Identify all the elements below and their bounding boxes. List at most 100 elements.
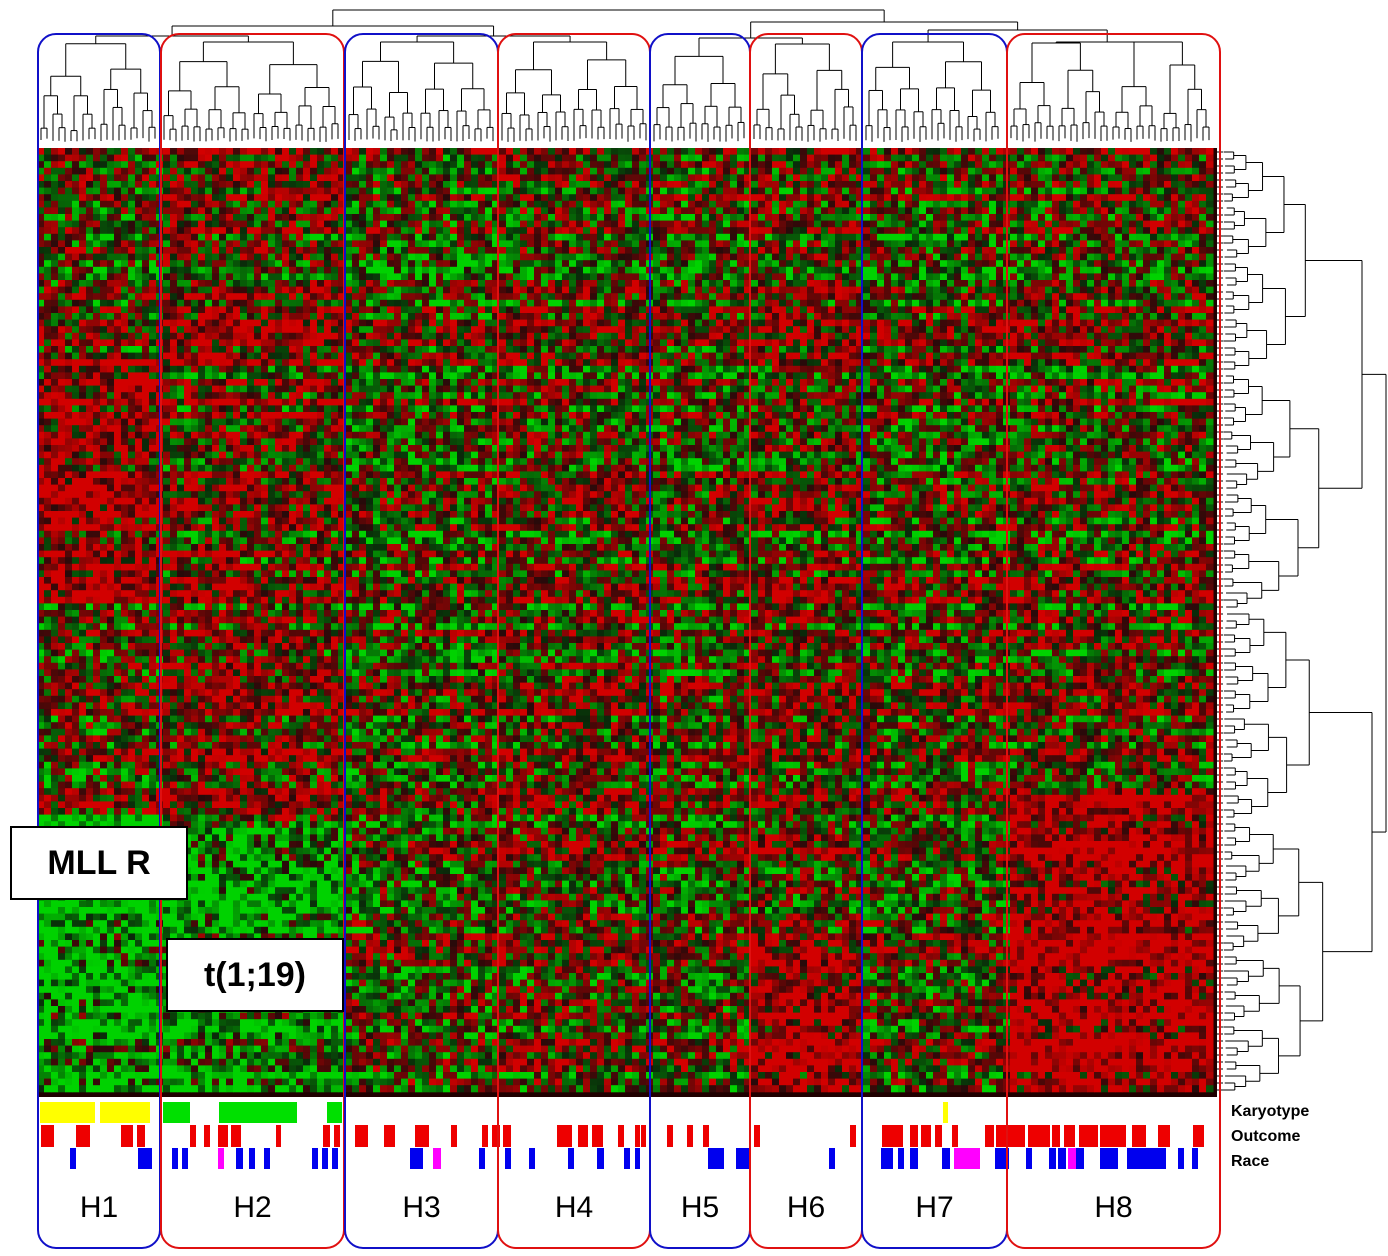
- outcome-segment: [1132, 1125, 1146, 1147]
- cluster-label-h1: H1: [80, 1191, 118, 1224]
- race-segment: [635, 1148, 640, 1169]
- karyotype-segment: [943, 1102, 948, 1123]
- outcome-segment: [218, 1125, 228, 1147]
- outcome-segment: [1158, 1125, 1170, 1147]
- sample-dendrogram: [40, 9, 1210, 142]
- race-segment: [236, 1148, 243, 1169]
- race-segment: [410, 1148, 423, 1169]
- race-segment: [312, 1148, 318, 1169]
- race-segment: [505, 1148, 511, 1169]
- race-segment: [479, 1148, 485, 1169]
- cluster-label-h8: H8: [1094, 1191, 1132, 1224]
- cluster-label-h3: H3: [402, 1191, 440, 1224]
- outcome-segment: [415, 1125, 429, 1147]
- outcome-segment: [204, 1125, 210, 1147]
- outcome-segment: [76, 1125, 90, 1147]
- race-segment: [322, 1148, 328, 1169]
- outcome-segment: [1100, 1125, 1126, 1147]
- outcome-segment: [190, 1125, 196, 1147]
- outcome-segment: [935, 1125, 942, 1147]
- outcome-segment: [276, 1125, 281, 1147]
- karyotype-track-label: Karyotype: [1231, 1103, 1309, 1121]
- race-track-label: Race: [1231, 1153, 1269, 1171]
- cluster-label-h5: H5: [681, 1191, 719, 1224]
- karyotype-segment: [163, 1102, 190, 1123]
- outcome-segment: [557, 1125, 572, 1147]
- outcome-segment: [952, 1125, 958, 1147]
- outcome-segment: [1028, 1125, 1050, 1147]
- cluster-box-h8: [1006, 33, 1221, 1249]
- outcome-segment: [635, 1125, 640, 1147]
- outcome-segment: [492, 1125, 500, 1147]
- race-segment: [138, 1148, 152, 1169]
- race-segment: [597, 1148, 604, 1169]
- mll-r-callout: MLL R: [10, 826, 188, 900]
- outcome-segment: [850, 1125, 856, 1147]
- cluster-label-h6: H6: [787, 1191, 825, 1224]
- outcome-segment: [231, 1125, 241, 1147]
- race-segment: [995, 1148, 1009, 1169]
- race-segment: [264, 1148, 270, 1169]
- cluster-boxes: [37, 33, 1221, 1249]
- outcome-segment: [355, 1125, 368, 1147]
- outcome-segment: [384, 1125, 395, 1147]
- race-segment: [1127, 1148, 1166, 1169]
- cluster-labels: H1 H2 H3 H4 H5 H6 H7 H8: [80, 1191, 1133, 1224]
- cluster-label-h7: H7: [915, 1191, 953, 1224]
- outcome-segment: [985, 1125, 994, 1147]
- outcome-track-label: Outcome: [1231, 1128, 1300, 1146]
- outcome-segment: [482, 1125, 488, 1147]
- karyotype-segment: [100, 1102, 150, 1123]
- race-segment: [249, 1148, 255, 1169]
- outcome-segment: [687, 1125, 693, 1147]
- expression-heatmap: [37, 148, 1217, 1097]
- outcome-segment: [578, 1125, 588, 1147]
- outcome-segment: [910, 1125, 918, 1147]
- outcome-segment: [667, 1125, 673, 1147]
- gene-dendrogram: [1217, 151, 1387, 1091]
- outcome-segment: [503, 1125, 511, 1147]
- outcome-segment: [592, 1125, 603, 1147]
- race-segment: [898, 1148, 904, 1169]
- race-segment: [70, 1148, 76, 1169]
- outcome-segment: [451, 1125, 457, 1147]
- outcome-segment: [334, 1125, 340, 1147]
- race-segment: [1058, 1148, 1066, 1169]
- outcome-segment: [618, 1125, 624, 1147]
- t-1-19-callout: t(1;19): [166, 938, 344, 1012]
- outcome-segment: [1079, 1125, 1098, 1147]
- outcome-segment: [754, 1125, 760, 1147]
- race-segment: [1076, 1148, 1084, 1169]
- race-segment: [1192, 1148, 1198, 1169]
- outcome-segment: [1052, 1125, 1060, 1147]
- cluster-label-h2: H2: [233, 1191, 271, 1224]
- outcome-segment: [323, 1125, 330, 1147]
- race-segment: [881, 1148, 893, 1169]
- race-segment: [332, 1148, 338, 1169]
- race-segment: [829, 1148, 835, 1169]
- race-segment: [218, 1148, 224, 1169]
- outcome-segment: [882, 1125, 903, 1147]
- karyotype-segment: [327, 1102, 342, 1123]
- race-segment: [568, 1148, 574, 1169]
- race-segment: [182, 1148, 188, 1169]
- race-segment: [1100, 1148, 1118, 1169]
- race-segment: [1068, 1148, 1076, 1169]
- outcome-segment: [1193, 1125, 1204, 1147]
- race-segment: [708, 1148, 724, 1169]
- karyotype-segment: [40, 1102, 95, 1123]
- race-segment: [942, 1148, 950, 1169]
- annotation-tracks: [40, 1102, 1204, 1169]
- race-segment: [624, 1148, 630, 1169]
- outcome-segment: [41, 1125, 54, 1147]
- outcome-segment: [137, 1125, 145, 1147]
- race-segment: [1178, 1148, 1184, 1169]
- outcome-segment: [921, 1125, 931, 1147]
- outcome-segment: [121, 1125, 133, 1147]
- race-segment: [1026, 1148, 1032, 1169]
- race-segment: [954, 1148, 980, 1169]
- race-segment: [736, 1148, 750, 1169]
- outcome-segment: [641, 1125, 646, 1147]
